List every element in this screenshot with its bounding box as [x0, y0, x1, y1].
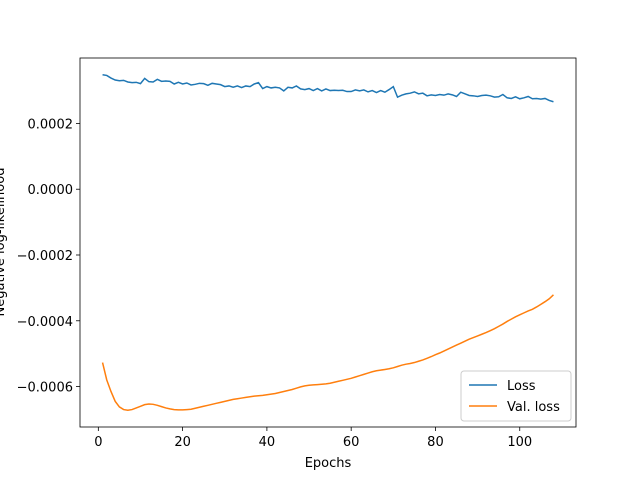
series-line: [101, 294, 554, 411]
x-tick-label: 0: [94, 435, 102, 450]
legend-label: Loss: [507, 379, 536, 394]
x-axis-label: Epochs: [305, 456, 352, 471]
x-tick-label: 80: [427, 435, 444, 450]
x-tick-label: 100: [507, 435, 532, 450]
y-axis-label: Negative log-likelihood: [0, 168, 8, 317]
y-tick-label: 0.0000: [28, 183, 74, 198]
y-tick-label: −0.0002: [17, 249, 73, 264]
series-line: [102, 74, 554, 103]
y-tick-label: −0.0004: [17, 315, 73, 330]
legend: Loss Val. loss: [460, 370, 572, 422]
legend-label: Val. loss: [507, 400, 560, 415]
x-tick-label: 60: [343, 435, 360, 450]
y-tick-label: 0.0002: [28, 117, 74, 132]
legend-box: [460, 370, 572, 422]
x-tick-label: 20: [174, 435, 191, 450]
x-tick-label: 40: [259, 435, 276, 450]
y-tick-label: −0.0006: [17, 381, 73, 396]
plot-frame: [79, 57, 577, 428]
